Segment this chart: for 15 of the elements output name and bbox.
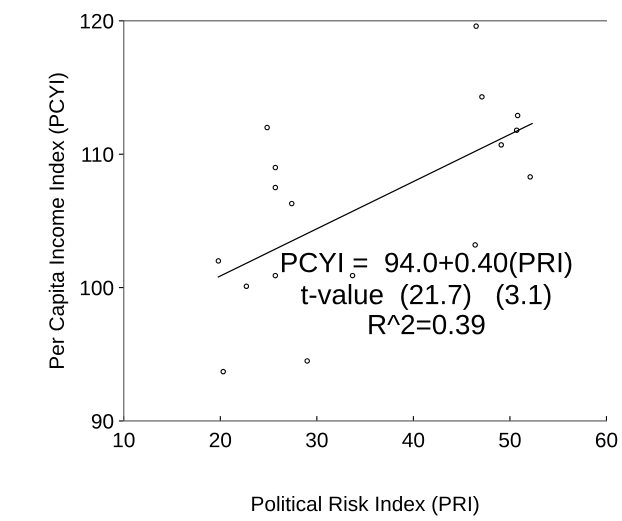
x-tick-label: 20	[210, 432, 232, 448]
x-tick-label: 60	[596, 432, 618, 448]
annotation: R^2=0.39	[369, 314, 485, 334]
x-tick-label: 50	[499, 432, 521, 448]
y-axis-title: Per Capita Income Index (PCYI)	[48, 73, 68, 368]
annotation: t-value (21.7) (3.1)	[301, 284, 551, 310]
x-tick-label: 10	[114, 432, 135, 448]
x-axis-title: Political Risk Index (PRI)	[252, 496, 478, 516]
x-tick-label: 40	[402, 432, 424, 448]
y-tick-label: 120	[80, 14, 114, 29]
x-tick-label: 30	[306, 432, 328, 448]
y-tick-label: 90	[92, 414, 114, 429]
y-tick-label: 100	[80, 280, 114, 296]
y-tick-label: 110	[82, 147, 114, 162]
annotation: PCYI = 94.0+0.40(PRI)	[282, 252, 572, 278]
